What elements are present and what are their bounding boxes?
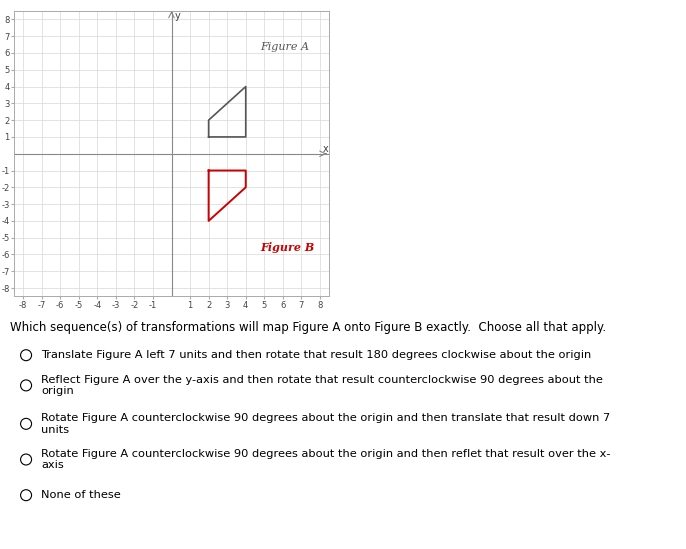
Text: y: y <box>175 11 181 21</box>
Text: Rotate Figure A counterclockwise 90 degrees about the origin and then reflet tha: Rotate Figure A counterclockwise 90 degr… <box>41 449 611 470</box>
Text: Which sequence(s) of transformations will map Figure A onto Figure B exactly.  C: Which sequence(s) of transformations wil… <box>10 321 606 334</box>
Text: Rotate Figure A counterclockwise 90 degrees about the origin and then translate : Rotate Figure A counterclockwise 90 degr… <box>41 413 611 435</box>
Text: Figure B: Figure B <box>261 242 315 253</box>
Text: Reflect Figure A over the y-axis and then rotate that result counterclockwise 90: Reflect Figure A over the y-axis and the… <box>41 374 603 396</box>
Text: None of these: None of these <box>41 490 121 500</box>
Text: x: x <box>322 144 329 154</box>
Text: Figure A: Figure A <box>261 42 309 52</box>
Text: Translate Figure A left 7 units and then rotate that result 180 degrees clockwis: Translate Figure A left 7 units and then… <box>41 350 591 360</box>
